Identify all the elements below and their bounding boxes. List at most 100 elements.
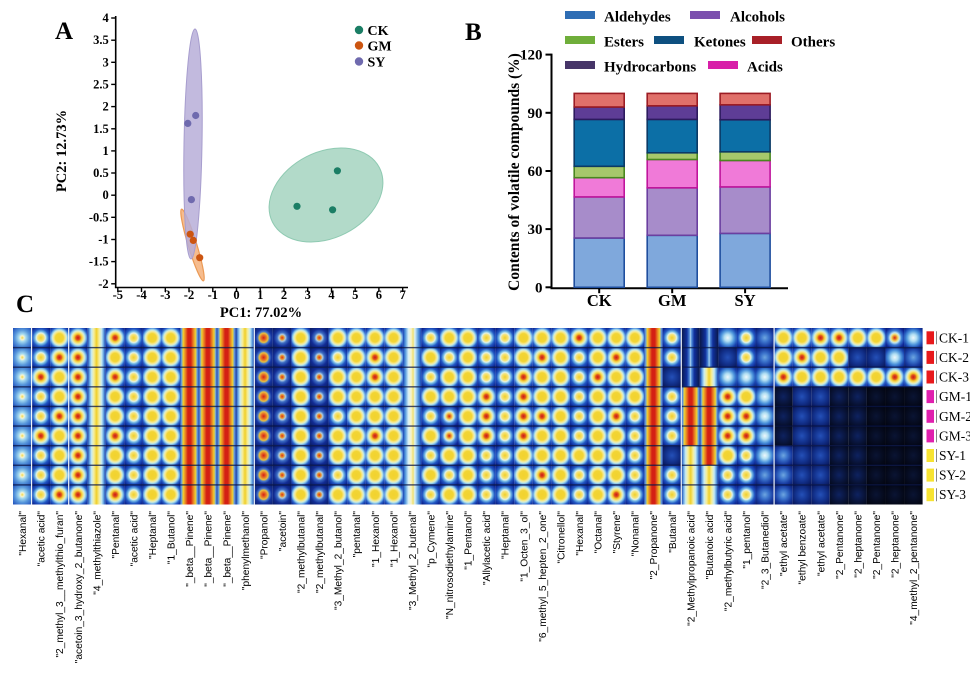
svg-text:"2_heptanone": "2_heptanone" [853,511,864,578]
svg-text:-0.5: -0.5 [89,210,109,224]
svg-text:CK: CK [368,24,389,39]
svg-text:"phenylmethanol": "phenylmethanol" [241,511,252,591]
svg-text:-2: -2 [184,288,194,302]
svg-text:"1_pentanol": "1_pentanol" [742,511,753,569]
svg-text:"2_methylbutanal": "2_methylbutanal" [315,511,326,593]
svg-text:C: C [16,291,34,318]
svg-text:"2_3_Butanediol": "2_3_Butanediol" [761,511,772,589]
svg-text:Others: Others [791,35,835,51]
svg-text:3: 3 [305,288,311,302]
svg-text:3.5: 3.5 [93,33,109,47]
svg-text:1: 1 [257,288,263,302]
svg-text:Hydrocarbons: Hydrocarbons [604,60,696,76]
svg-text:60: 60 [528,164,543,180]
svg-text:"acetoin_3_hydroxy_2_butanone": "acetoin_3_hydroxy_2_butanone" [74,511,85,664]
svg-text:"Octanal": "Octanal" [594,511,605,554]
svg-text:"N_nitrosodiethylamine": "N_nitrosodiethylamine" [445,511,456,619]
svg-text:4: 4 [328,288,335,302]
svg-text:4: 4 [102,11,109,25]
svg-text:"ethyl acetate": "ethyl acetate" [779,511,790,576]
svg-text:SY: SY [368,56,386,71]
svg-text:"Hexanal": "Hexanal" [575,511,586,556]
svg-text:90: 90 [528,106,543,122]
svg-text:GM-3: GM-3 [939,428,970,443]
svg-text:Esters: Esters [604,35,644,51]
svg-text:"1_Octen_3_ol": "1_Octen_3_ol" [519,511,530,582]
svg-text:-1.5: -1.5 [89,255,109,269]
svg-text:7: 7 [400,288,406,302]
svg-text:CK-3: CK-3 [939,370,969,385]
svg-text:SY-3: SY-3 [939,487,966,502]
svg-text:SY-1: SY-1 [939,448,966,463]
svg-text:"3_Methyl_2_butenal": "3_Methyl_2_butenal" [408,511,419,610]
svg-text:-2: -2 [98,277,108,291]
svg-text:Ketones: Ketones [694,35,746,51]
svg-text:"3_Methyl_2_butanol": "3_Methyl_2_butanol" [334,511,345,610]
svg-text:0: 0 [535,280,543,296]
svg-text:B: B [465,19,482,46]
svg-text:"4_methylthiazole": "4_methylthiazole" [92,511,103,595]
svg-text:"1_Pentanol": "1_Pentanol" [464,511,475,570]
svg-text:PC1: 77.02%: PC1: 77.02% [220,305,302,320]
svg-text:Contents of volatile compounds: Contents of volatile compounds (%) [506,53,523,291]
svg-text:"1_Butanol": "1_Butanol" [167,511,178,564]
svg-text:"Butanoic acid": "Butanoic acid" [705,511,716,580]
svg-text:"_beta__Pinene": "_beta__Pinene" [222,511,233,587]
svg-text:"1_Hexanol": "1_Hexanol" [371,511,382,567]
svg-text:"Hexanal": "Hexanal" [18,511,29,556]
svg-text:"ethyl benzoate": "ethyl benzoate" [798,511,809,585]
svg-text:2: 2 [281,288,287,302]
svg-text:"6_methyl_5_hepten_2_one": "6_methyl_5_hepten_2_one" [538,511,549,642]
svg-text:"Styrene": "Styrene" [612,511,623,554]
svg-text:"Butanal": "Butanal" [668,511,679,553]
svg-text:"4_methyl_2_pentanone": "4_methyl_2_pentanone" [909,511,920,625]
svg-text:"Pentanal": "Pentanal" [111,511,122,559]
svg-text:"_beta__Pinene": "_beta__Pinene" [185,511,196,587]
svg-text:-1: -1 [98,233,108,247]
svg-text:"Heptanal": "Heptanal" [148,511,159,559]
svg-text:1.5: 1.5 [93,122,109,136]
svg-text:"ethyl acetate": "ethyl acetate" [816,511,827,576]
svg-text:"Nonanal": "Nonanal" [631,511,642,557]
svg-text:SY: SY [735,291,756,310]
svg-text:GM-1: GM-1 [939,389,970,404]
svg-text:3: 3 [102,55,108,69]
svg-text:5: 5 [352,288,358,302]
svg-text:"2_methylbutyric acid": "2_methylbutyric acid" [724,511,735,611]
svg-text:PC2: 12.73%: PC2: 12.73% [54,110,70,192]
svg-text:CK: CK [587,291,612,310]
svg-text:"2_heptanone": "2_heptanone" [891,511,902,578]
svg-text:1: 1 [102,144,108,158]
svg-text:"acetic acid": "acetic acid" [130,511,141,567]
svg-text:A: A [55,18,73,45]
svg-text:"acetic acid": "acetic acid" [37,511,48,567]
svg-text:-3: -3 [160,288,170,302]
svg-text:"acetoin": "acetoin" [278,511,289,551]
svg-text:"Heptanal": "Heptanal" [501,511,512,559]
svg-text:2.5: 2.5 [93,77,109,91]
svg-text:GM-2: GM-2 [939,409,970,424]
svg-text:"pentanal": "pentanal" [352,511,363,558]
svg-text:"2_Pentanone": "2_Pentanone" [872,511,883,579]
svg-text:"2_methylbutanal": "2_methylbutanal" [297,511,308,593]
svg-text:"2_Propanone": "2_Propanone" [649,511,660,580]
svg-text:0: 0 [102,188,108,202]
svg-text:"Propanol": "Propanol" [259,511,270,559]
svg-text:"Citronellol": "Citronellol" [556,511,567,564]
svg-text:Alcohols: Alcohols [730,10,785,26]
svg-text:"2_methyl_3__methylthio_furan": "2_methyl_3__methylthio_furan" [55,511,66,658]
svg-text:GM: GM [368,40,392,55]
svg-text:"Allylacetic acid": "Allylacetic acid" [482,511,493,585]
svg-text:CK-1: CK-1 [939,330,969,345]
svg-text:30: 30 [528,222,543,238]
svg-text:0: 0 [233,288,239,302]
svg-text:2: 2 [102,100,108,114]
svg-text:"2_Methylpropanoic acid": "2_Methylpropanoic acid" [686,511,697,626]
svg-text:0.5: 0.5 [93,166,109,180]
svg-text:Aldehydes: Aldehydes [604,10,671,26]
svg-text:"2_Pentanone": "2_Pentanone" [835,511,846,579]
svg-text:SY-2: SY-2 [939,468,966,483]
svg-text:CK-2: CK-2 [939,350,969,365]
svg-text:-5: -5 [113,288,123,302]
svg-text:-1: -1 [208,288,218,302]
